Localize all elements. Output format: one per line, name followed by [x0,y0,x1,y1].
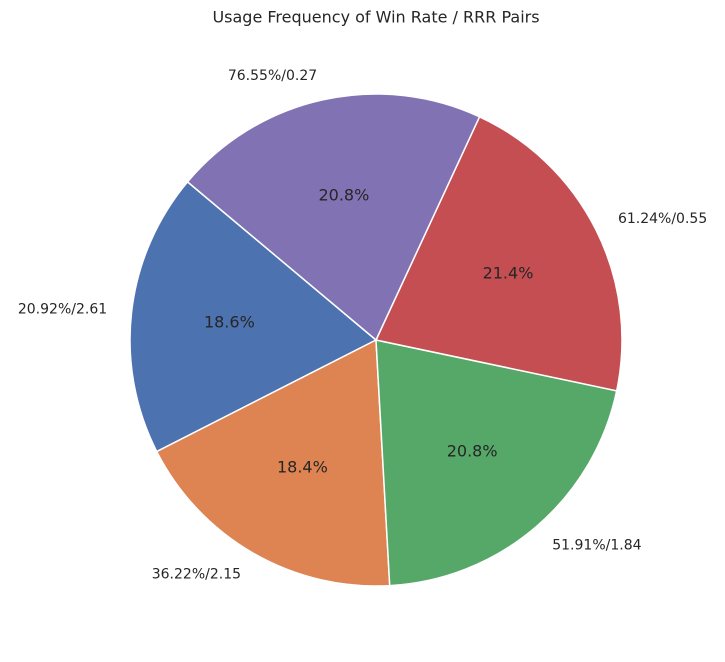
pie-slice [186,93,481,342]
pct-label: 18.6% [204,313,255,332]
pie-slice [374,115,623,392]
slice-label: 36.22%/2.15 [152,567,241,583]
pie-slice [155,338,391,587]
slice-label: 20.92%/2.61 [18,301,107,317]
pct-label: 21.4% [483,263,534,282]
pie-slice [375,339,618,587]
pie-slice [129,180,378,453]
pct-label: 18.4% [277,457,328,476]
chart-title: Usage Frequency of Win Rate / RRR Pairs [212,8,539,27]
slice-label: 76.55%/0.27 [228,68,317,84]
slice-label: 51.91%/1.84 [552,537,641,553]
pct-label: 20.8% [447,442,498,461]
pct-label: 20.8% [318,185,369,204]
slice-label: 61.24%/0.55 [618,211,707,227]
